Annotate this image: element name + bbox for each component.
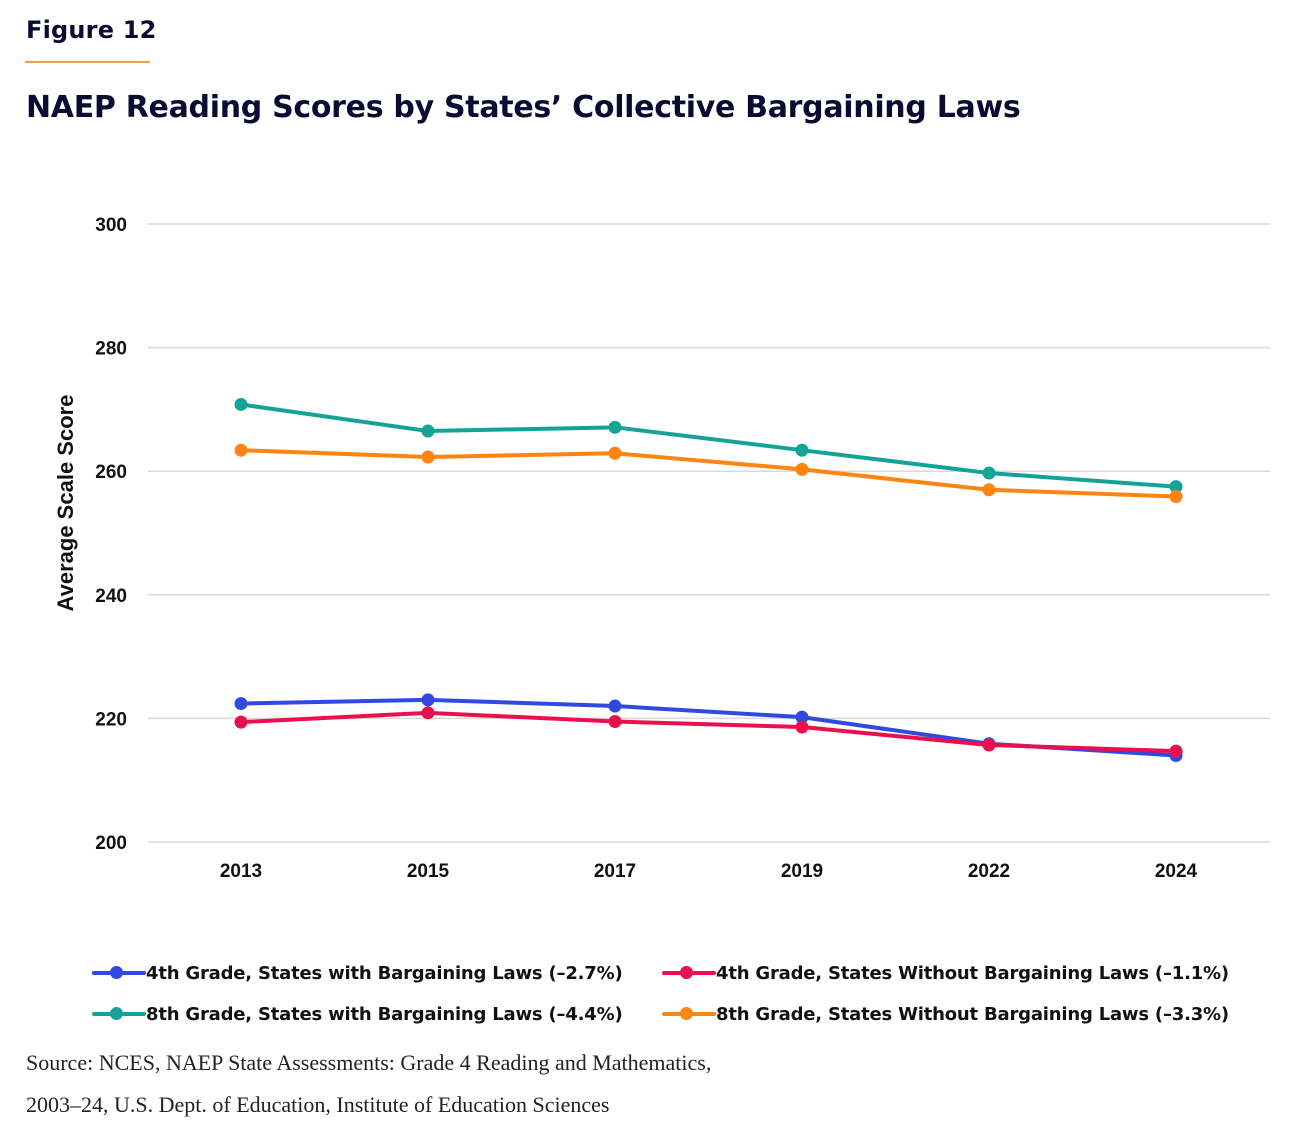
y-tick-label: 240	[95, 586, 127, 607]
source-note-line-1: Source: NCES, NAEP State Assessments: Gr…	[26, 1050, 712, 1075]
data-point	[608, 420, 622, 434]
data-point	[1169, 744, 1183, 758]
legend-swatch	[90, 999, 146, 1029]
x-tick-label: 2013	[220, 861, 262, 882]
data-point	[982, 466, 996, 480]
y-tick-label: 260	[95, 462, 127, 483]
legend-marker-icon	[110, 1007, 123, 1020]
legend-label: 4th Grade, States Without Bargaining Law…	[716, 962, 1229, 984]
data-point	[795, 710, 809, 724]
y-tick-label: 220	[95, 709, 127, 730]
data-point	[1169, 490, 1183, 504]
data-point	[421, 424, 435, 438]
data-point	[982, 483, 996, 497]
series-1	[234, 706, 1183, 758]
series-line	[239, 710, 1178, 754]
legend-item-4th-without: 4th Grade, States Without Bargaining Law…	[660, 958, 1229, 988]
data-point	[982, 738, 996, 752]
data-point	[421, 706, 435, 720]
y-axis-ticks: 200 220 240 260 280 300	[95, 215, 127, 854]
data-point	[608, 714, 622, 728]
data-point	[421, 450, 435, 464]
y-axis-label: Average Scale Score	[53, 395, 78, 612]
legend-marker-icon	[110, 966, 123, 979]
x-tick-label: 2015	[407, 861, 450, 882]
data-point	[234, 443, 248, 457]
data-point	[795, 720, 809, 734]
data-point	[234, 715, 248, 729]
source-note-line-2: 2003–24, U.S. Dept. of Education, Instit…	[26, 1092, 610, 1117]
x-tick-label: 2019	[781, 861, 823, 882]
series-2	[234, 397, 1183, 494]
legend-item-8th-with: 8th Grade, States with Bargaining Laws (…	[90, 999, 623, 1029]
series-line	[239, 448, 1178, 499]
gridlines	[148, 223, 1270, 843]
y-tick-label: 200	[95, 833, 127, 854]
series	[234, 397, 1183, 762]
series-line	[239, 402, 1178, 489]
figure-label: Figure 12	[26, 16, 157, 44]
legend-swatch	[90, 958, 146, 988]
legend-label: 4th Grade, States with Bargaining Laws (…	[146, 962, 623, 984]
data-point	[795, 443, 809, 457]
legend-marker-icon	[680, 966, 693, 979]
legend-marker-icon	[680, 1007, 693, 1020]
data-point	[234, 697, 248, 711]
x-tick-label: 2022	[968, 861, 1010, 882]
y-tick-label: 280	[95, 339, 127, 360]
data-point	[1169, 480, 1183, 494]
legend-label: 8th Grade, States with Bargaining Laws (…	[146, 1003, 623, 1025]
data-point	[608, 699, 622, 713]
legend-swatch	[660, 999, 716, 1029]
figure-label-underline	[25, 61, 150, 63]
y-tick-label: 300	[95, 215, 127, 236]
legend-label: 8th Grade, States Without Bargaining Law…	[716, 1003, 1229, 1025]
legend-item-8th-without: 8th Grade, States Without Bargaining Law…	[660, 999, 1229, 1029]
x-tick-label: 2017	[594, 861, 636, 882]
data-point	[795, 462, 809, 476]
data-point	[608, 446, 622, 460]
data-point	[421, 693, 435, 707]
data-point	[234, 397, 248, 411]
x-axis-ticks: 2013 2015 2017 2019 2022 2024	[220, 861, 1198, 882]
series-0	[234, 693, 1183, 762]
chart-title: NAEP Reading Scores by States’ Collectiv…	[26, 90, 1021, 125]
legend-item-4th-with: 4th Grade, States with Bargaining Laws (…	[90, 958, 623, 988]
x-tick-label: 2024	[1155, 861, 1198, 882]
legend-swatch	[660, 958, 716, 988]
series-3	[234, 443, 1183, 504]
